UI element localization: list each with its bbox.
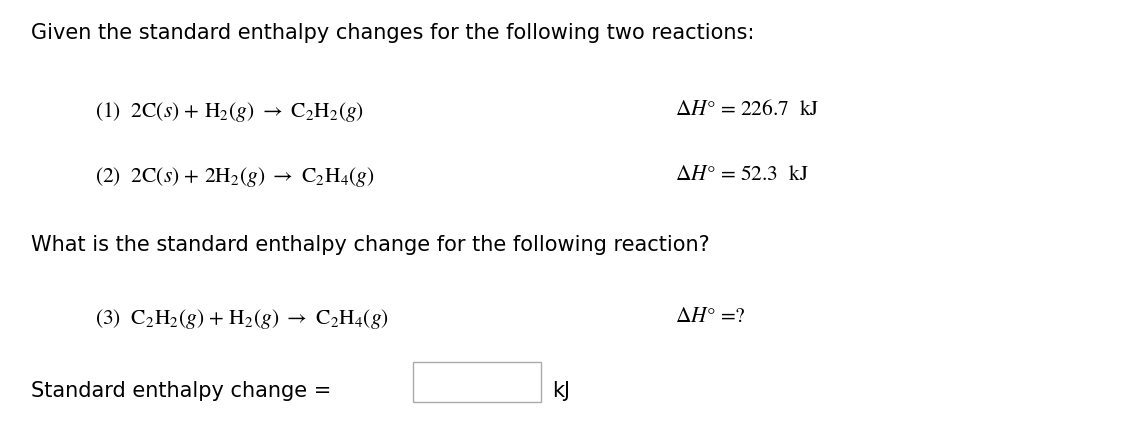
Text: What is the standard enthalpy change for the following reaction?: What is the standard enthalpy change for… <box>32 235 710 255</box>
FancyBboxPatch shape <box>413 362 541 402</box>
Text: Given the standard enthalpy changes for the following two reactions:: Given the standard enthalpy changes for … <box>32 23 754 43</box>
Text: $\Delta H$° = 226.7  kJ: $\Delta H$° = 226.7 kJ <box>675 99 819 120</box>
Text: Standard enthalpy change =: Standard enthalpy change = <box>32 381 332 401</box>
Text: (2)  $\mathregular{2C}$($s$) + $\mathregular{2H_2}$($g$) $\rightarrow$ $\mathreg: (2) $\mathregular{2C}$($s$) + $\mathregu… <box>94 165 374 189</box>
Text: $\Delta H$° =?: $\Delta H$° =? <box>675 307 745 327</box>
Text: (3)  $\mathregular{C_2H_2}$($g$) + $\mathregular{H_2}$($g$) $\rightarrow$ $\math: (3) $\mathregular{C_2H_2}$($g$) + $\math… <box>94 307 389 331</box>
Text: kJ: kJ <box>552 381 570 401</box>
Text: $\Delta H$° = 52.3  kJ: $\Delta H$° = 52.3 kJ <box>675 165 809 185</box>
Text: (1)  $\mathregular{2C}$($s$) + $\mathregular{H_2}$($g$) $\rightarrow$ $\mathregu: (1) $\mathregular{2C}$($s$) + $\mathregu… <box>94 99 364 124</box>
